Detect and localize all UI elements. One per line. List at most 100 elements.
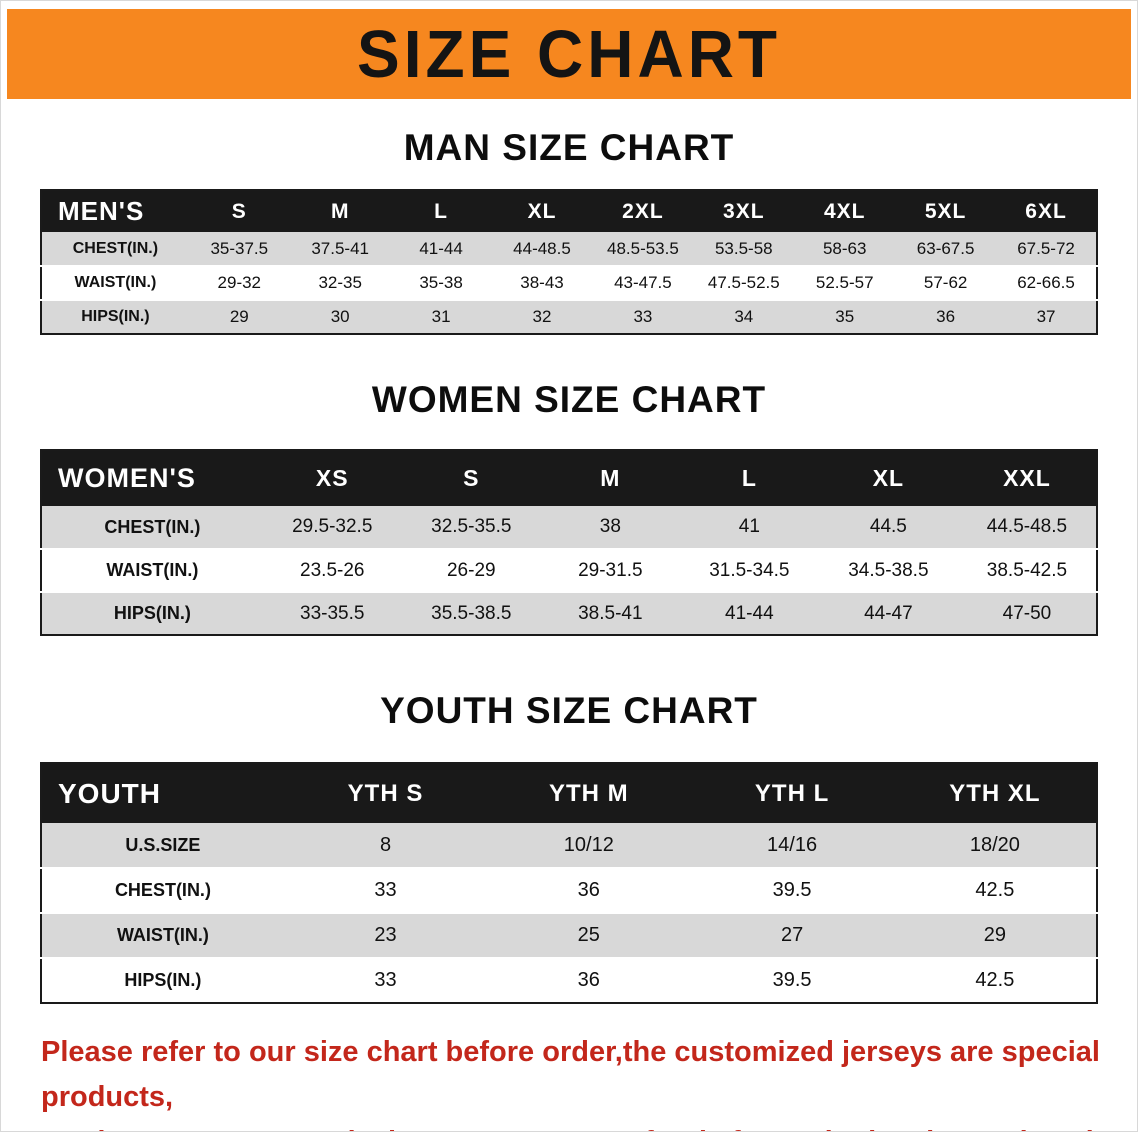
table-cell: 29-31.5 — [578, 559, 643, 581]
column-header: XL — [491, 190, 593, 232]
table-cell: 23 — [374, 924, 397, 946]
table-header-row: YOUTH YTH S YTH M YTH L YTH XL — [41, 763, 1097, 823]
disclaimer-line-1: Please refer to our size chart before or… — [41, 1036, 1100, 1113]
size-section-youth: YOUTH SIZE CHART YOUTH YTH S YTH M YTH L YTH … — [1, 690, 1137, 1004]
column-header: 5XL — [895, 190, 997, 232]
row-label: WAIST(IN.) — [106, 560, 199, 580]
table-cell: 14/16 — [767, 833, 818, 856]
column-header: 2XL — [592, 190, 694, 232]
table-cell: 33 — [374, 879, 397, 901]
table-cell: 33-35.5 — [300, 602, 365, 624]
table-cell: 25 — [577, 924, 600, 946]
table-cell: 8 — [379, 833, 392, 856]
table-cell: 27 — [780, 924, 804, 946]
table-cell: 47.5-52.5 — [707, 273, 780, 292]
table-cell: 42.5 — [975, 969, 1015, 991]
table-cell: 32-35 — [318, 273, 362, 292]
column-header: S — [188, 190, 290, 232]
page-title: SIZE CHART — [357, 16, 781, 92]
table-cell: 38.5-42.5 — [986, 559, 1068, 581]
table-cell: 35-38 — [419, 273, 463, 292]
table-title: YOUTH — [41, 763, 284, 823]
table-cell: 33 — [633, 307, 653, 326]
table-cell: 34 — [734, 307, 754, 326]
table-cell: 58-63 — [822, 238, 867, 258]
column-header: M — [289, 190, 391, 232]
table-row: WAIST(IN.) 23.5-26 26-29 29-31.5 31.5-34.5 34… — [41, 549, 1097, 592]
table-cell: 43-47.5 — [614, 273, 672, 292]
table-row: CHEST(IN.) 29.5-32.5 32.5-35.5 38 41 44.5 44.5… — [41, 506, 1097, 549]
table-cell: 62-66.5 — [1017, 273, 1075, 292]
table-cell: 35.5-38.5 — [431, 602, 512, 624]
table-cell: 29.5-32.5 — [292, 516, 373, 537]
table-cell: 41 — [738, 516, 760, 537]
table-cell: 36 — [577, 879, 600, 901]
row-label: CHEST(IN.) — [72, 239, 159, 257]
table-cell: 42.5 — [975, 879, 1015, 901]
column-header: XL — [818, 450, 958, 506]
table-cell: 37.5-41 — [311, 238, 370, 258]
table-header-row: MEN'S S M L XL 2XL 3XL 4XL 5XL 6XL — [41, 190, 1097, 232]
table-row: HIPS(IN.) 29 30 31 32 33 34 35 36 37 — [41, 300, 1097, 334]
row-label: HIPS(IN.) — [124, 970, 202, 990]
table-row: HIPS(IN.) 33 36 39.5 42.5 — [41, 958, 1097, 1003]
table-cell: 18/20 — [969, 833, 1020, 856]
row-label: HIPS(IN.) — [81, 308, 150, 325]
table-row: U.S.SIZE 8 10/12 14/16 18/20 — [41, 823, 1097, 868]
table-cell: 33 — [374, 969, 397, 991]
disclaimer: Please refer to our size chart before or… — [1, 1030, 1137, 1131]
banner: SIZE CHART — [7, 9, 1131, 99]
table-cell: 44.5 — [869, 516, 907, 537]
table-cell: 44.5-48.5 — [986, 516, 1068, 537]
table-cell: 39.5 — [772, 879, 812, 901]
column-header: M — [540, 450, 680, 506]
section-heading-women: WOMEN SIZE CHART — [371, 379, 767, 420]
column-header: S — [401, 450, 541, 506]
table-cell: 48.5-53.5 — [606, 238, 679, 258]
table-cell: 39.5 — [772, 969, 812, 991]
table-cell: 38 — [599, 516, 621, 537]
column-header: YTH M — [487, 763, 691, 823]
table-cell: 53.5-58 — [714, 238, 773, 258]
table-cell: 10/12 — [563, 833, 614, 856]
column-header: 6XL — [996, 190, 1097, 232]
table-cell: 32 — [532, 307, 552, 326]
table-cell: 30 — [330, 307, 350, 326]
table-row: WAIST(IN.) 23 25 27 29 — [41, 913, 1097, 958]
table-cell: 38-43 — [520, 273, 564, 292]
row-label: U.S.SIZE — [125, 834, 201, 855]
table-cell: 37 — [1036, 307, 1056, 326]
row-label: WAIST(IN.) — [74, 274, 157, 291]
table-cell: 52.5-57 — [815, 273, 874, 292]
column-header: XXL — [957, 450, 1097, 506]
disclaimer-line-2: we don't accept cancel, change, teturn o… — [41, 1120, 1107, 1131]
size-section-women: WOMEN SIZE CHART WOMEN'S XS S M L XL XXL CHEST(I… — [1, 379, 1137, 636]
column-header: 3XL — [693, 190, 795, 232]
table-cell: 29-32 — [217, 273, 262, 292]
column-header: L — [679, 450, 819, 506]
section-heading-youth: YOUTH SIZE CHART — [380, 690, 758, 731]
table-cell: 34.5-38.5 — [848, 559, 929, 581]
table-cell: 29 — [983, 924, 1006, 946]
column-header: YTH XL — [893, 763, 1097, 823]
table-cell: 32.5-35.5 — [431, 516, 512, 537]
column-header: 4XL — [794, 190, 896, 232]
section-heading-men: MAN SIZE CHART — [403, 127, 735, 168]
youth-size-table: YOUTH YTH S YTH M YTH L YTH XL U.S.SIZE 8 10/12… — [40, 762, 1098, 1004]
table-cell: 38.5-41 — [578, 602, 643, 624]
row-label: CHEST(IN.) — [104, 516, 201, 537]
table-cell: 35 — [835, 307, 855, 326]
table-title: MEN'S — [41, 190, 189, 232]
men-size-table: MEN'S S M L XL 2XL 3XL 4XL 5XL 6XL CHEST(IN.) 35-37… — [40, 189, 1098, 335]
table-cell: 36 — [577, 969, 600, 991]
row-label: CHEST(IN.) — [114, 880, 211, 900]
column-header: YTH L — [690, 763, 894, 823]
column-header: XS — [262, 450, 402, 506]
size-chart-sections: MAN SIZE CHART MEN'S S M L XL 2XL 3XL 4XL 5XL 6XL C… — [1, 127, 1137, 1004]
women-size-table: WOMEN'S XS S M L XL XXL CHEST(IN.) 29.5-32.5 32.5… — [40, 449, 1098, 636]
table-cell: 36 — [936, 307, 956, 326]
column-header: YTH S — [283, 763, 488, 823]
table-row: CHEST(IN.) 33 36 39.5 42.5 — [41, 868, 1097, 913]
table-row: HIPS(IN.) 33-35.5 35.5-38.5 38.5-41 41-44 44-… — [41, 592, 1097, 635]
